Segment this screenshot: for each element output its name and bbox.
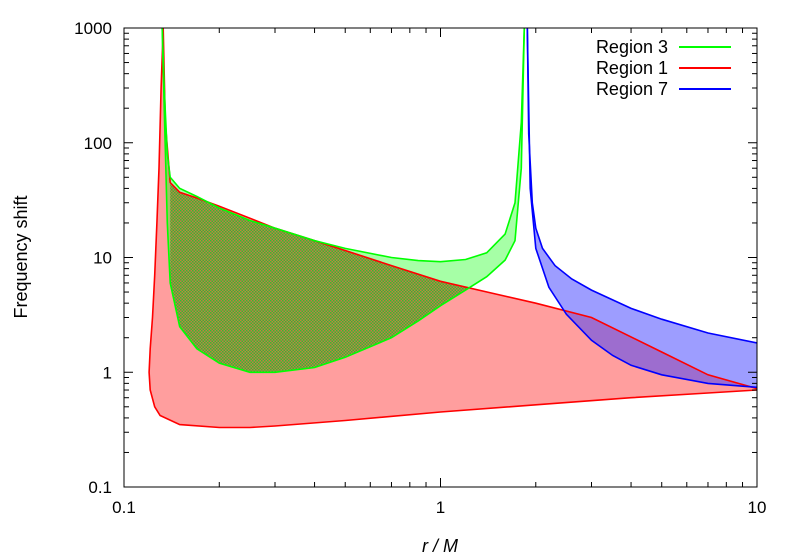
y-tick-label: 10 <box>93 249 112 268</box>
region-1-upper-line <box>162 28 757 390</box>
region-7-area <box>527 28 757 388</box>
region-7-upper-line <box>526 28 757 344</box>
legend-label-region-3: Region 3 <box>596 37 668 57</box>
x-tick-label: 1 <box>436 498 445 517</box>
region-boundary-lines <box>148 28 757 429</box>
region-7-lower-line <box>526 28 757 389</box>
y-axis-label: Frequency shift <box>11 195 31 318</box>
legend-label-region-7: Region 7 <box>596 79 668 99</box>
x-tick-label: 0.1 <box>112 498 136 517</box>
y-tick-label: 1 <box>103 363 112 382</box>
axis-ticks: 0.1 1 10 0.1 1 10 100 1000 <box>74 19 766 517</box>
region-1-lower-line <box>148 28 757 429</box>
y-tick-label: 0.1 <box>88 478 112 497</box>
x-tick-label: 10 <box>748 498 767 517</box>
region-fills <box>149 28 757 428</box>
legend-label-region-1: Region 1 <box>596 58 668 78</box>
region-3-1-overlap-area <box>170 182 469 373</box>
x-axis-label: r / M <box>422 536 458 556</box>
region-3-lower-line <box>161 28 526 374</box>
region-3-upper-line <box>161 28 526 263</box>
y-tick-label: 100 <box>84 134 112 153</box>
y-tick-label: 1000 <box>74 19 112 38</box>
